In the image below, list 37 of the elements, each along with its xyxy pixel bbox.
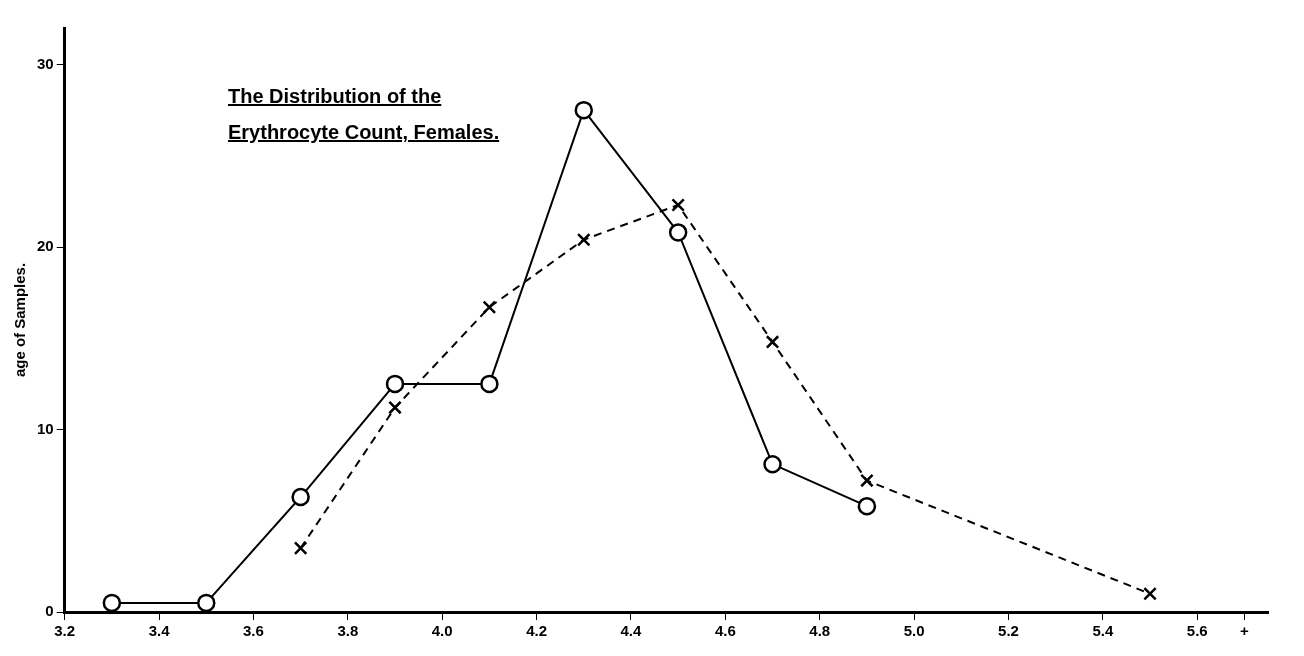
point	[1143, 586, 1157, 601]
point	[197, 593, 216, 612]
point	[576, 232, 591, 247]
x-tick-label: 4.8	[809, 622, 831, 640]
point	[763, 454, 782, 474]
x-tick-label: 5.6	[1186, 622, 1208, 640]
x-tick-label: 3.6	[243, 622, 264, 640]
x-tick-label: 3.2	[54, 622, 76, 640]
point	[859, 473, 874, 488]
point	[388, 400, 402, 415]
point	[574, 100, 594, 120]
x-tick-label: 4.2	[526, 622, 547, 640]
x-tick-label: 5.4	[1092, 622, 1114, 640]
point	[291, 487, 310, 507]
x-tick-label: 4.4	[620, 622, 643, 640]
y-tick-label: 10	[37, 419, 54, 437]
y-tick-label: 20	[37, 237, 54, 255]
x-tick-label: 3.8	[337, 622, 359, 640]
point	[765, 334, 780, 349]
point	[293, 541, 308, 556]
point	[482, 300, 497, 315]
x-tick-label: 4.6	[714, 622, 736, 640]
point	[668, 223, 688, 242]
text: The Distribution of the Erythrocyte Count, Females.	[228, 84, 501, 145]
y-tick-label: 0	[45, 602, 54, 620]
point	[385, 374, 405, 394]
y-tick-label: 30	[37, 54, 54, 72]
x-tick-label: 4.0	[431, 622, 453, 640]
x-tick-label: 3.4	[148, 622, 171, 640]
point	[671, 198, 686, 212]
y-axis-title: age of Samples.	[11, 262, 29, 378]
x-tick-label: 5.2	[998, 622, 1019, 640]
x-tick-label: +	[1240, 622, 1250, 640]
x-tick-label: 5.0	[903, 622, 925, 640]
point	[857, 496, 877, 516]
point	[102, 593, 122, 612]
point	[480, 374, 499, 394]
